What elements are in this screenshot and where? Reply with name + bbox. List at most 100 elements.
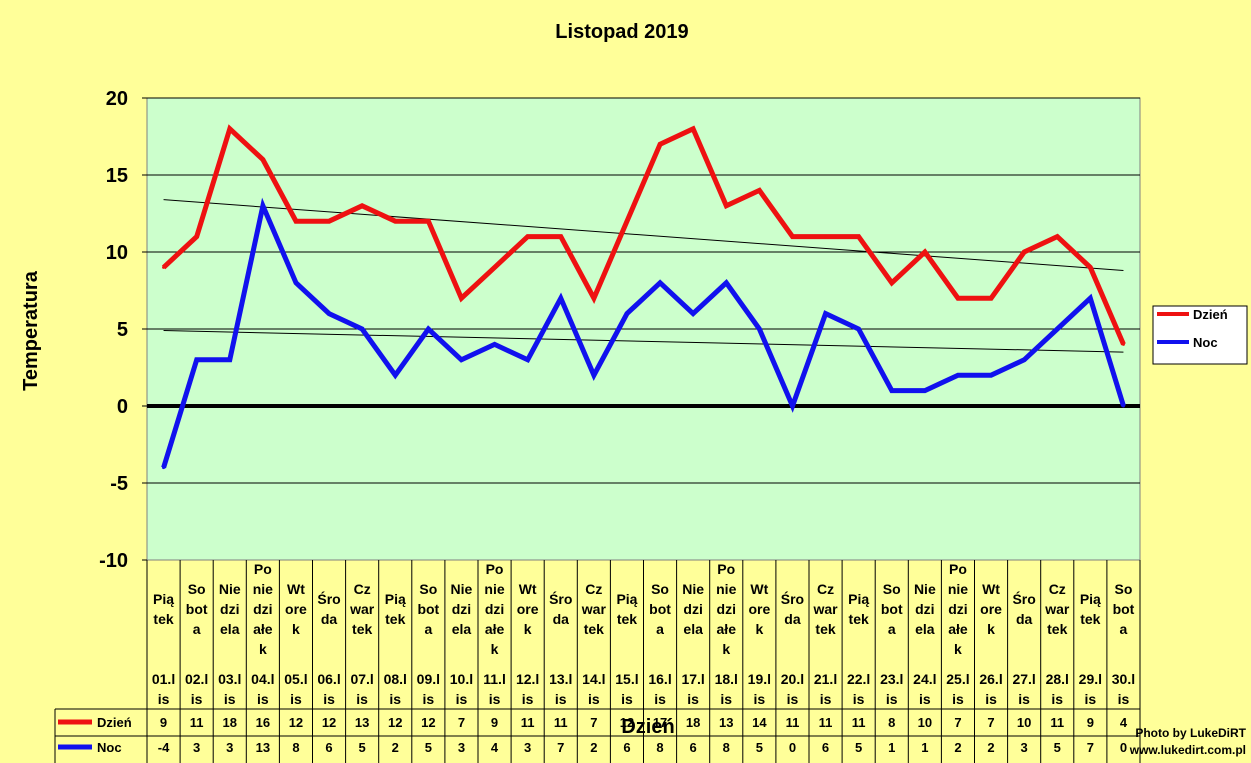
y-axis-label: Temperatura: [20, 270, 42, 391]
category-date-label: 18.l: [715, 671, 738, 687]
data-point: [493, 342, 497, 346]
data-value-label: 3: [193, 740, 200, 755]
data-point: [393, 373, 397, 377]
category-day-label: Pią: [1080, 591, 1101, 607]
data-point: [360, 204, 364, 208]
data-value-label: 11: [786, 715, 800, 730]
category-day-label: war: [349, 601, 375, 617]
data-point: [625, 219, 629, 223]
category-date-label: is: [456, 691, 468, 707]
data-value-label: 9: [1087, 715, 1094, 730]
x-axis-label: Dzień: [621, 716, 674, 738]
credit-line-2: www.lukedirt.com.pl: [1129, 743, 1246, 757]
category-date-label: is: [489, 691, 501, 707]
data-value-label: 11: [521, 715, 535, 730]
category-day-label: So: [419, 581, 437, 597]
category-day-label: So: [188, 581, 206, 597]
category-day-label: Pią: [616, 591, 637, 607]
data-point: [790, 404, 794, 408]
data-point: [1088, 296, 1092, 300]
category-day-label: Po: [949, 561, 967, 577]
category-day-label: bot: [186, 601, 208, 617]
data-value-label: 7: [1087, 740, 1094, 755]
data-point: [658, 281, 662, 285]
trendline-noc: [163, 330, 1124, 353]
category-date-label: is: [687, 691, 699, 707]
data-value-label: 8: [292, 740, 299, 755]
data-value-label: 1: [888, 740, 895, 755]
category-date-label: is: [985, 691, 997, 707]
data-point: [857, 235, 861, 239]
category-day-label: tek: [849, 611, 869, 627]
legend-label: Dzień: [1193, 307, 1228, 322]
data-value-label: 7: [458, 715, 465, 730]
data-value-label: 12: [421, 715, 435, 730]
category-date-label: 24.l: [913, 671, 936, 687]
category-day-label: bot: [881, 601, 903, 617]
data-value-label: 5: [1054, 740, 1061, 755]
data-point: [857, 327, 861, 331]
category-day-label: Po: [717, 561, 735, 577]
category-day-label: Śro: [317, 590, 340, 607]
data-value-label: 10: [918, 715, 932, 730]
data-point: [1121, 342, 1125, 346]
data-point: [426, 327, 430, 331]
data-point: [493, 265, 497, 269]
category-day-label: dzi: [253, 601, 272, 617]
category-date-label: is: [224, 691, 236, 707]
data-point: [294, 281, 298, 285]
data-point: [724, 281, 728, 285]
data-value-label: 13: [355, 715, 369, 730]
category-date-label: 11.l: [483, 671, 506, 687]
table-series-label: Dzień: [97, 715, 132, 730]
data-point: [360, 327, 364, 331]
category-day-label: dzi: [683, 601, 702, 617]
category-date-label: 15.l: [615, 671, 638, 687]
data-point: [691, 312, 695, 316]
data-value-label: 4: [1120, 715, 1128, 730]
category-day-label: Po: [486, 561, 504, 577]
data-value-label: 16: [256, 715, 270, 730]
category-day-label: Śro: [549, 590, 572, 607]
data-point: [923, 250, 927, 254]
category-day-label: Wt: [519, 581, 537, 597]
category-date-label: 19.l: [748, 671, 771, 687]
category-day-label: So: [1115, 581, 1133, 597]
category-day-label: k: [524, 621, 532, 637]
data-point: [724, 204, 728, 208]
data-value-label: 7: [590, 715, 597, 730]
category-day-label: dzi: [915, 601, 934, 617]
category-day-label: war: [1044, 601, 1070, 617]
category-date-label: is: [257, 691, 269, 707]
data-point: [757, 188, 761, 192]
data-value-label: 12: [620, 715, 634, 730]
category-date-label: is: [588, 691, 600, 707]
credit-line-1: Photo by LukeDiRT: [1135, 726, 1246, 740]
data-point: [923, 389, 927, 393]
category-date-label: 06.l: [317, 671, 340, 687]
category-day-label: k: [987, 621, 995, 637]
category-day-label: Wt: [287, 581, 305, 597]
category-date-label: is: [720, 691, 732, 707]
category-day-label: Nie: [219, 581, 241, 597]
trendline-dzien: [163, 199, 1124, 271]
category-date-label: is: [1085, 691, 1097, 707]
category-date-label: 16.l: [648, 671, 671, 687]
category-day-label: dzi: [485, 601, 504, 617]
data-point: [559, 235, 563, 239]
category-date-label: is: [1118, 691, 1130, 707]
category-date-label: 20.l: [781, 671, 804, 687]
category-day-label: tek: [1047, 621, 1067, 637]
category-day-label: Nie: [914, 581, 936, 597]
data-value-label: 2: [392, 740, 399, 755]
category-day-label: war: [581, 601, 607, 617]
data-value-label: 18: [223, 715, 237, 730]
category-day-label: a: [888, 621, 896, 637]
data-value-label: 1: [921, 740, 928, 755]
data-point: [228, 127, 232, 131]
category-day-label: bot: [649, 601, 671, 617]
category-date-label: is: [1018, 691, 1030, 707]
y-tick-label: -10: [99, 550, 128, 572]
data-value-label: 5: [855, 740, 862, 755]
